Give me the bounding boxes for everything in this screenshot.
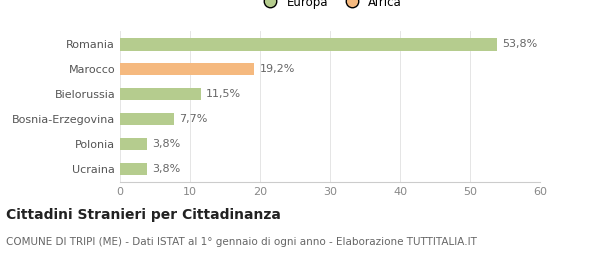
Text: 11,5%: 11,5% — [206, 89, 241, 99]
Text: Cittadini Stranieri per Cittadinanza: Cittadini Stranieri per Cittadinanza — [6, 208, 281, 222]
Text: 3,8%: 3,8% — [152, 164, 181, 174]
Text: 3,8%: 3,8% — [152, 139, 181, 149]
Bar — [120, 113, 174, 125]
Bar — [120, 138, 146, 150]
Legend: Europa, Africa: Europa, Africa — [253, 0, 407, 13]
Text: 53,8%: 53,8% — [502, 39, 538, 49]
Text: 19,2%: 19,2% — [260, 64, 295, 74]
Text: 7,7%: 7,7% — [179, 114, 208, 124]
Bar — [120, 38, 497, 50]
Bar — [120, 163, 146, 175]
Text: COMUNE DI TRIPI (ME) - Dati ISTAT al 1° gennaio di ogni anno - Elaborazione TUTT: COMUNE DI TRIPI (ME) - Dati ISTAT al 1° … — [6, 237, 477, 246]
Bar — [120, 63, 254, 75]
Bar — [120, 88, 200, 100]
